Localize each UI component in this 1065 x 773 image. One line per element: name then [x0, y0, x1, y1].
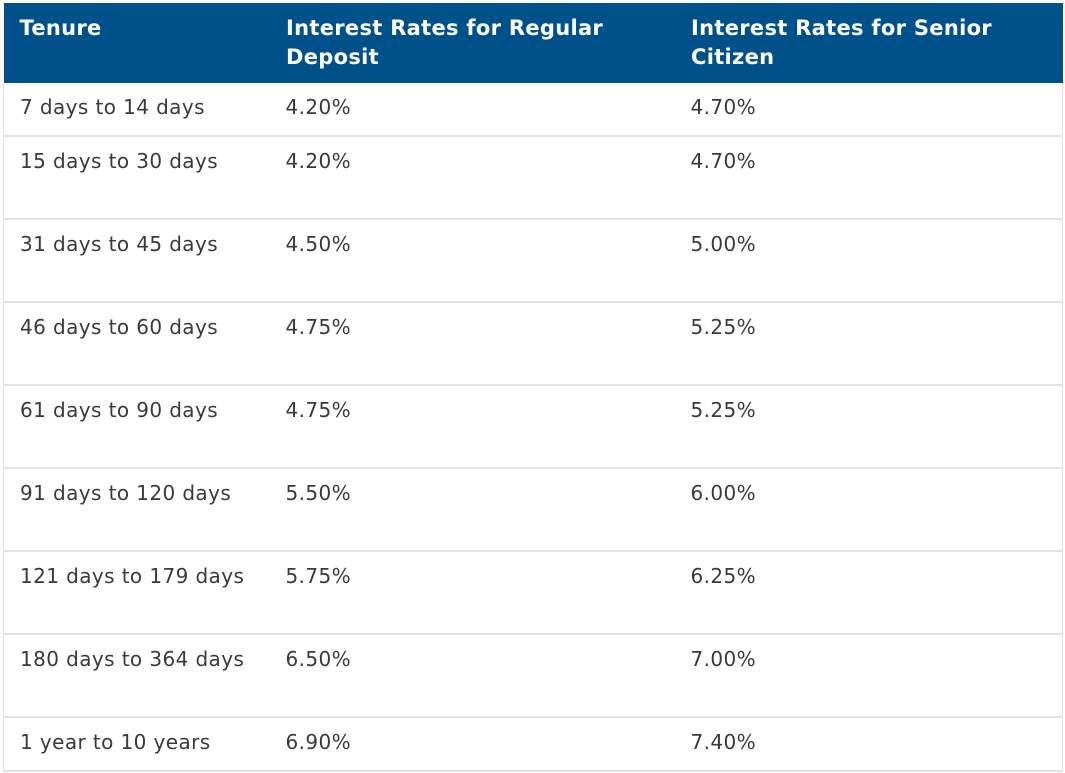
table-row: 15 days to 30 days 4.20% 4.70% [3, 136, 1063, 219]
header-senior-rate: Interest Rates for Senior Citizen [674, 3, 1063, 83]
senior-rate-cell: 5.00% [674, 219, 1063, 302]
regular-rate-cell: 5.75% [285, 564, 352, 588]
header-tenure: Tenure [3, 3, 270, 83]
header-row: Tenure Interest Rates for Regular Deposi… [3, 3, 1063, 83]
tenure-cell: 7 days to 14 days [3, 83, 270, 136]
regular-rate-cell: 6.90% [285, 730, 352, 754]
regular-rate-cell: 4.75% [285, 398, 352, 422]
regular-rate-cell: 4.75% [285, 315, 352, 339]
regular-rate-cell: 4.20% [285, 95, 352, 119]
senior-rate-cell: 5.25% [674, 302, 1063, 385]
table-row: 61 days to 90 days 4.75% 5.25% [3, 385, 1063, 468]
tenure-cell: 121 days to 179 days [3, 551, 270, 634]
senior-rate-cell: 4.70% [674, 83, 1063, 136]
regular-rate-cell: 4.50% [285, 232, 352, 256]
senior-rate-cell: 4.70% [674, 136, 1063, 219]
regular-rate-cell: 4.20% [285, 149, 352, 173]
table-row: 46 days to 60 days 4.75% 5.25% [3, 302, 1063, 385]
table-row: 180 days to 364 days 6.50% 7.00% [3, 634, 1063, 717]
table-row: 31 days to 45 days 4.50% 5.00% [3, 219, 1063, 302]
table-row: 1 year to 10 years 6.90% 7.40% [3, 717, 1063, 771]
senior-rate-cell: 7.00% [674, 634, 1063, 717]
tenure-cell: 91 days to 120 days [3, 468, 270, 551]
senior-rate-cell: 6.00% [674, 468, 1063, 551]
header-regular-rate: Interest Rates for Regular Deposit [269, 3, 675, 83]
senior-rate-cell: 5.25% [674, 385, 1063, 468]
table-body: 7 days to 14 days 4.20% 4.70% 15 days to… [3, 83, 1063, 771]
senior-rate-cell: 6.25% [674, 551, 1063, 634]
tenure-cell: 15 days to 30 days [3, 136, 270, 219]
table-row: 91 days to 120 days 5.50% 6.00% [3, 468, 1063, 551]
tenure-cell: 31 days to 45 days [3, 219, 270, 302]
tenure-cell: 180 days to 364 days [3, 634, 270, 717]
table-row: 7 days to 14 days 4.20% 4.70% [3, 83, 1063, 136]
tenure-cell: 61 days to 90 days [3, 385, 270, 468]
regular-rate-cell: 6.50% [285, 647, 352, 671]
tenure-cell: 1 year to 10 years [3, 717, 270, 771]
interest-rate-table-container: Tenure Interest Rates for Regular Deposi… [3, 3, 1063, 772]
interest-rate-table: Tenure Interest Rates for Regular Deposi… [3, 3, 1063, 772]
table-header: Tenure Interest Rates for Regular Deposi… [3, 3, 1063, 83]
senior-rate-cell: 7.40% [674, 717, 1063, 771]
regular-rate-cell: 5.50% [285, 481, 352, 505]
table-row: 121 days to 179 days 5.75% 6.25% [3, 551, 1063, 634]
tenure-cell: 46 days to 60 days [3, 302, 270, 385]
